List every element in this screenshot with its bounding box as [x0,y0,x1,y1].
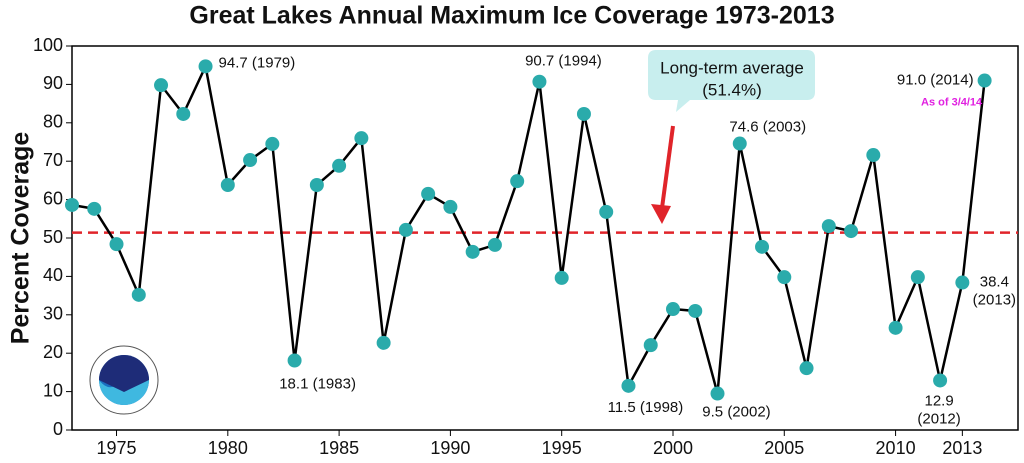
y-tick-label: 50 [43,227,63,247]
noaa-logo [89,345,159,415]
data-point [866,148,881,163]
y-tick-label: 40 [43,265,63,285]
data-point [354,131,369,146]
value-label: 38.4 (2013) [973,274,1016,309]
plot-frame [71,45,1019,431]
data-point [621,378,636,393]
callout-arrow [660,125,675,209]
data-point [510,174,525,189]
data-point [332,158,347,173]
data-point [643,338,658,353]
y-tick-label: 60 [43,188,63,208]
data-point [933,373,948,388]
data-point [309,178,324,193]
data-point [844,224,859,239]
x-tick-label: 1990 [430,438,470,458]
data-point [688,303,703,318]
value-label: 18.1 (1983) [279,375,356,392]
data-point [398,222,413,237]
data-point [576,106,591,121]
y-tick-label: 80 [43,112,63,132]
data-point [955,275,970,290]
data-point [109,237,124,252]
value-label: 91.0 (2014) [897,72,974,89]
note: As of 3/4/14 [921,96,983,108]
y-tick-label: 90 [43,73,63,93]
data-point [910,270,925,285]
data-point [710,386,725,401]
data-point [732,136,747,151]
callout-arrowhead [651,204,671,224]
data-point [131,287,146,302]
value-label: 11.5 (1998) [608,399,684,416]
y-tick-label: 0 [53,419,63,439]
data-point [154,78,169,93]
x-tick-label: 1980 [208,438,248,458]
x-tick-label: 2010 [876,438,916,458]
y-tick-label: 100 [33,35,63,55]
value-label: 12.9 (2012) [917,392,960,427]
data-point [287,353,302,368]
data-point [777,270,792,285]
data-point [65,197,79,212]
x-tick-label: 1995 [542,438,582,458]
data-point [376,335,391,350]
data-point [599,204,614,219]
data-point [821,219,836,234]
x-tick-label: 2013 [942,438,982,458]
value-label: 90.7 (1994) [525,53,602,70]
data-point [532,74,547,89]
data-point [554,270,569,285]
logo-top [99,355,149,392]
data-point [665,302,680,317]
data-point [198,59,213,74]
data-point [443,199,458,214]
callout: Long-term average [648,50,815,224]
y-tick-label: 10 [43,380,63,400]
chart-title: Great Lakes Annual Maximum Ice Coverage … [189,2,834,30]
value-label: 94.7 (1979) [219,54,296,71]
y-tick-label: 70 [43,150,63,170]
value-label: 9.5 (2002) [702,403,770,420]
x-tick-label: 2000 [653,438,693,458]
x-tick-label: 1975 [96,438,136,458]
y-tick-label: 20 [43,342,63,362]
callout-title: Long-term average [660,58,804,77]
x-tick-label: 2005 [764,438,804,458]
callout-value: (51.4%) [702,80,762,99]
callout-box [648,50,815,112]
data-point [87,201,102,216]
x-tick-label: 1985 [319,438,359,458]
data-point [888,320,903,335]
data-point [799,361,814,376]
data-point [465,244,480,259]
y-axis-label: Percent Coverage [7,132,35,345]
data-point [265,136,280,151]
data-point [977,73,992,88]
data-point [755,239,770,254]
value-label: 74.6 (2003) [729,119,806,136]
data-point [487,237,502,252]
data-point [220,178,235,193]
data-point [421,186,436,201]
y-tick-label: 30 [43,304,63,324]
data-point [176,106,191,121]
data-point [243,153,258,168]
